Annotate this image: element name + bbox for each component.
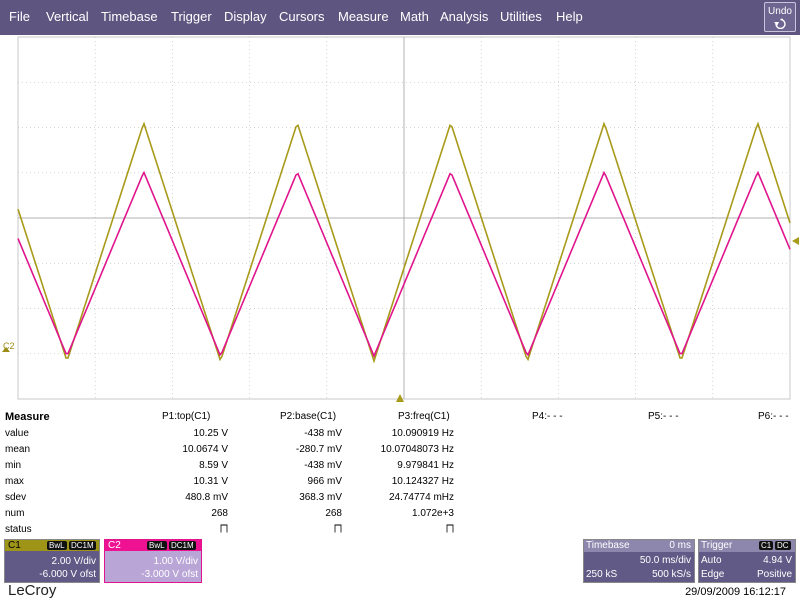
measure-cell: 10.0674 V xyxy=(182,444,228,455)
measure-cell: 1.072e+3 xyxy=(412,508,454,519)
channel1-bwl-badge: BwL xyxy=(47,541,67,550)
undo-button[interactable]: Undo xyxy=(764,2,796,32)
trigger-position-marker xyxy=(396,394,404,402)
menu-analysis[interactable]: Analysis xyxy=(440,9,489,24)
measure-col-p2[interactable]: P2:base(C1) xyxy=(280,411,337,422)
measure-cell: -438 mV xyxy=(304,460,342,471)
measure-cell: 10.124327 Hz xyxy=(391,476,454,487)
measure-col-p6[interactable]: P6:- - - xyxy=(758,411,789,422)
c1-level-marker xyxy=(792,237,799,245)
waveform-display[interactable]: C2 xyxy=(0,35,800,405)
timebase-title: Timebase xyxy=(586,540,630,551)
trace-c1 xyxy=(17,121,791,364)
measure-cell: 480.8 mV xyxy=(185,492,228,503)
measure-cell: 24.74774 mHz xyxy=(388,492,454,503)
status-icon: ⨅ xyxy=(446,524,454,535)
measure-row-label: max xyxy=(5,476,24,487)
trigger-coupling-badge: DC xyxy=(775,541,791,550)
menu-display[interactable]: Display xyxy=(224,9,267,24)
c2-ground-label: C2 xyxy=(3,341,15,351)
menu-help[interactable]: Help xyxy=(556,9,583,24)
menu-measure[interactable]: Measure xyxy=(338,9,389,24)
timebase-delay: 0 ms xyxy=(669,540,691,551)
timebase-div: 50.0 ms/div xyxy=(639,555,691,566)
trigger-title: Trigger xyxy=(701,540,733,551)
channel1-descriptor[interactable]: C1 BwL DC1M 2.00 V/div -6.000 V ofst xyxy=(4,539,100,583)
trigger-slope: Positive xyxy=(756,569,792,580)
undo-arrow-icon xyxy=(774,18,786,29)
c2-level-marker xyxy=(2,347,10,352)
measure-col-p4[interactable]: P4:- - - xyxy=(532,411,563,422)
channel2-coupling-badge: DC1M xyxy=(169,541,196,550)
menu-utilities[interactable]: Utilities xyxy=(500,9,542,24)
measure-cell: 10.31 V xyxy=(193,476,228,487)
timebase-rate: 500 kS/s xyxy=(652,569,691,580)
channel2-bwl-badge: BwL xyxy=(147,541,167,550)
measure-row-label: sdev xyxy=(5,492,27,503)
measure-row-label: num xyxy=(5,508,25,519)
measure-row-label: value xyxy=(5,428,29,439)
trigger-descriptor[interactable]: Trigger C1 DC Auto 4.94 V Edge Positive xyxy=(698,539,796,583)
channel1-scale: 2.00 V/div xyxy=(51,556,96,567)
menu-bar: File Vertical Timebase Trigger Display C… xyxy=(0,0,800,35)
status-icon: ⨅ xyxy=(334,524,342,535)
menu-cursors[interactable]: Cursors xyxy=(279,9,325,24)
measure-cell: 9.979841 Hz xyxy=(397,460,454,471)
trigger-level: 4.94 V xyxy=(763,555,792,566)
menu-timebase[interactable]: Timebase xyxy=(101,9,158,24)
trace-c2 xyxy=(17,170,791,359)
timebase-descriptor[interactable]: Timebase 0 ms 50.0 ms/div 250 kS 500 kS/… xyxy=(583,539,695,583)
menu-math[interactable]: Math xyxy=(400,9,429,24)
measure-col-p5[interactable]: P5:- - - xyxy=(648,411,679,422)
datetime: 29/09/2009 16:12:17 xyxy=(685,586,786,598)
measure-cell: 10.07048073 Hz xyxy=(380,444,454,455)
timebase-samples: 250 kS xyxy=(586,569,618,580)
channel1-header: C1 BwL DC1M xyxy=(5,540,99,551)
menu-vertical[interactable]: Vertical xyxy=(46,9,89,24)
measure-col-p1[interactable]: P1:top(C1) xyxy=(162,411,211,422)
measure-col-p3[interactable]: P3:freq(C1) xyxy=(398,411,450,422)
status-icon: ⨅ xyxy=(220,524,228,535)
channel2-offset: -3.000 V ofst xyxy=(141,569,198,580)
measure-row-label: status xyxy=(5,524,32,535)
channel2-descriptor[interactable]: C2 BwL DC1M 1.00 V/div -3.000 V ofst xyxy=(104,539,202,583)
measure-row-label: min xyxy=(5,460,22,471)
channel2-header: C2 BwL DC1M xyxy=(105,540,201,551)
measure-cell: 966 mV xyxy=(307,476,342,487)
measure-cell: 10.090919 Hz xyxy=(391,428,454,439)
measure-table: Measure P1:top(C1) P2:base(C1) P3:freq(C… xyxy=(0,408,800,538)
lecroy-logo: LeCroy xyxy=(8,582,57,599)
channel2-name: C2 xyxy=(108,540,121,551)
measure-cell: 8.59 V xyxy=(199,460,228,471)
measure-cell: 10.25 V xyxy=(193,428,228,439)
undo-label: Undo xyxy=(768,6,792,17)
menu-trigger[interactable]: Trigger xyxy=(171,9,212,24)
trigger-mode: Auto xyxy=(701,555,722,566)
channel2-scale: 1.00 V/div xyxy=(153,556,198,567)
measure-row-label: mean xyxy=(5,444,31,455)
measure-cell: 268 xyxy=(211,508,228,519)
measure-cell: 268 xyxy=(325,508,342,519)
channel1-offset: -6.000 V ofst xyxy=(39,569,96,580)
trigger-type: Edge xyxy=(701,569,725,580)
measure-cell: -438 mV xyxy=(304,428,342,439)
menu-file[interactable]: File xyxy=(9,9,30,24)
timebase-header xyxy=(584,540,694,552)
measure-title: Measure xyxy=(5,411,50,423)
channel1-name: C1 xyxy=(8,540,21,551)
channel1-coupling-badge: DC1M xyxy=(69,541,96,550)
trigger-source-badge: C1 xyxy=(759,541,774,550)
measure-cell: -280.7 mV xyxy=(295,444,342,455)
measure-cell: 368.3 mV xyxy=(299,492,342,503)
waveform-grid xyxy=(2,36,799,402)
